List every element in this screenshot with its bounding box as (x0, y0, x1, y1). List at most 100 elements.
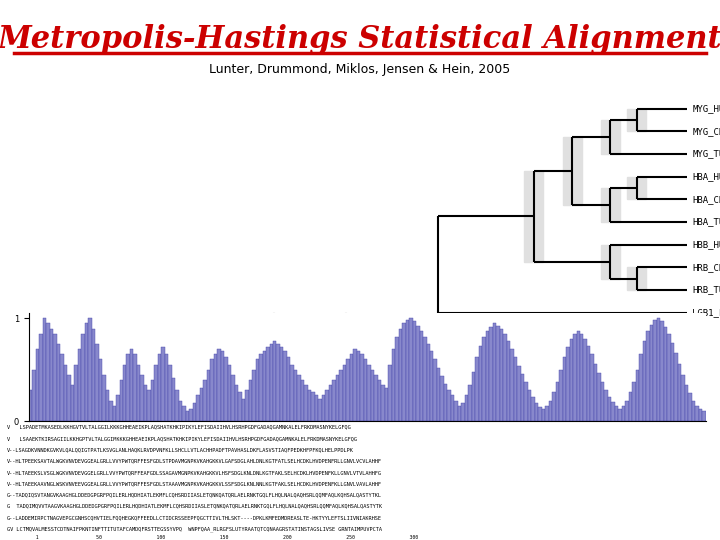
Bar (492, 323, 496, 421)
Bar (224, 357, 228, 421)
Bar (552, 393, 556, 421)
Text: HBA_CHICKEN: HBA_CHICKEN (692, 195, 720, 204)
Bar (102, 375, 106, 421)
Bar (297, 375, 301, 421)
Bar (176, 390, 179, 421)
Bar (179, 401, 182, 421)
Bar (402, 323, 405, 421)
Bar (695, 406, 698, 421)
Bar (207, 370, 210, 421)
Bar (88, 319, 91, 421)
Bar (130, 349, 133, 421)
Bar (346, 360, 350, 421)
Bar (137, 364, 140, 421)
Bar (420, 330, 423, 421)
Bar (350, 354, 354, 421)
Bar (220, 351, 224, 421)
Bar (269, 344, 273, 421)
Bar (600, 120, 620, 154)
Bar (371, 370, 374, 421)
Bar (409, 319, 413, 421)
Bar (36, 349, 40, 421)
Text: G  TADQIMQVVTAAGVKAAGHGLDDEDGPGRFPQILERLHQDHIATLEKMFLCQHSRDIIASLETQNKQATQRLAELRN: G TADQIMQVVTAAGVKAAGHGLDDEDGPGRFPQILERLH… (7, 504, 382, 509)
Bar (81, 334, 85, 421)
Bar (653, 320, 657, 421)
Bar (308, 390, 311, 421)
Bar (315, 395, 318, 421)
Bar (57, 344, 60, 421)
Text: 0.2 substitutions per site: 0.2 substitutions per site (353, 314, 483, 323)
Bar (647, 330, 649, 421)
Bar (517, 366, 521, 421)
Bar (301, 380, 305, 421)
Bar (186, 411, 189, 421)
Bar (447, 390, 451, 421)
Bar (95, 344, 99, 421)
Bar (182, 406, 186, 421)
Bar (469, 385, 472, 421)
Bar (210, 360, 214, 421)
Bar (472, 372, 475, 421)
Text: Metropolis-Hastings Statistical Alignment: Metropolis-Hastings Statistical Alignmen… (0, 24, 720, 55)
Bar (627, 109, 647, 131)
Bar (627, 267, 647, 290)
Bar (454, 401, 458, 421)
Text: V--HLTPEEKSAVTALWGKVNVDEVGGEALGRLLVVYPWTQRFFESFGDLSTPDAVMGNPKVKAHGKKVLGAFSDGLAHL: V--HLTPEEKSAVTALWGKVNVDEVGGEALGRLLVVYPWT… (7, 458, 382, 464)
Bar (263, 351, 266, 421)
Bar (600, 188, 620, 222)
Bar (280, 347, 284, 421)
Bar (541, 409, 545, 421)
Bar (50, 329, 53, 421)
Bar (405, 320, 409, 421)
Text: V--HLTAEEKSLVSGLWGKVNVDEVGGELGRLLVVYPWTQRFFEAFGDLSSAGAVMGNPKVKAHGKKVLHSFSDGLKNLD: V--HLTAEEKSLVSGLWGKVNVDEVGGELGRLLVVYPWTQ… (7, 470, 382, 475)
Bar (622, 406, 626, 421)
Text: HBA_HUMAN: HBA_HUMAN (692, 172, 720, 181)
Text: G--TADQIQSVTANGVKAAGHGLDDEDGPGRFPQILERLHQDHIATLEKMFLCQHSRDIIASLETQNKQATQRLAELRNK: G--TADQIQSVTANGVKAAGHGLDDEDGPGRFPQILERLH… (7, 492, 382, 497)
Bar (570, 339, 573, 421)
Bar (549, 401, 552, 421)
Bar (413, 321, 416, 421)
Bar (322, 395, 325, 421)
Bar (632, 382, 636, 421)
Bar (671, 343, 674, 421)
Bar (127, 354, 130, 421)
Bar (63, 364, 67, 421)
Bar (305, 385, 308, 421)
Bar (559, 370, 562, 421)
Bar (53, 334, 57, 421)
Bar (158, 354, 161, 421)
Bar (374, 375, 378, 421)
Bar (256, 360, 259, 421)
Bar (639, 354, 643, 421)
Bar (109, 401, 112, 421)
Bar (681, 375, 685, 421)
Bar (667, 334, 671, 421)
Bar (168, 364, 172, 421)
Bar (451, 395, 454, 421)
Bar (381, 385, 384, 421)
Bar (562, 357, 566, 421)
Bar (154, 364, 158, 421)
Text: HRB_CHICKEN: HRB_CHICKEN (692, 263, 720, 272)
Bar (197, 395, 199, 421)
Text: Lunter, Drummond, Miklos, Jensen & Hein, 2005: Lunter, Drummond, Miklos, Jensen & Hein,… (210, 63, 510, 76)
Bar (333, 380, 336, 421)
Bar (594, 363, 598, 421)
Text: V   LSAAEKTKIRSAGIILKKHGPTVLTALGGIMKKKGHHEAEIKPLAQSHATKHKIPIKYLEFISDAIIHVLHSRHPG: V LSAAEKTKIRSAGIILKKHGPTVLTALGGIMKKKGHHE… (7, 436, 357, 441)
Bar (685, 385, 688, 421)
Bar (601, 382, 604, 421)
Bar (649, 325, 653, 421)
Bar (437, 368, 441, 421)
Bar (479, 346, 482, 421)
Bar (112, 406, 116, 421)
Bar (444, 384, 447, 421)
Bar (85, 323, 88, 421)
Bar (364, 360, 367, 421)
Bar (615, 406, 618, 421)
Bar (74, 364, 78, 421)
Bar (148, 390, 151, 421)
Text: HBB_HUMAN: HBB_HUMAN (692, 240, 720, 249)
Bar (462, 403, 465, 421)
Bar (245, 390, 248, 421)
Bar (248, 380, 252, 421)
